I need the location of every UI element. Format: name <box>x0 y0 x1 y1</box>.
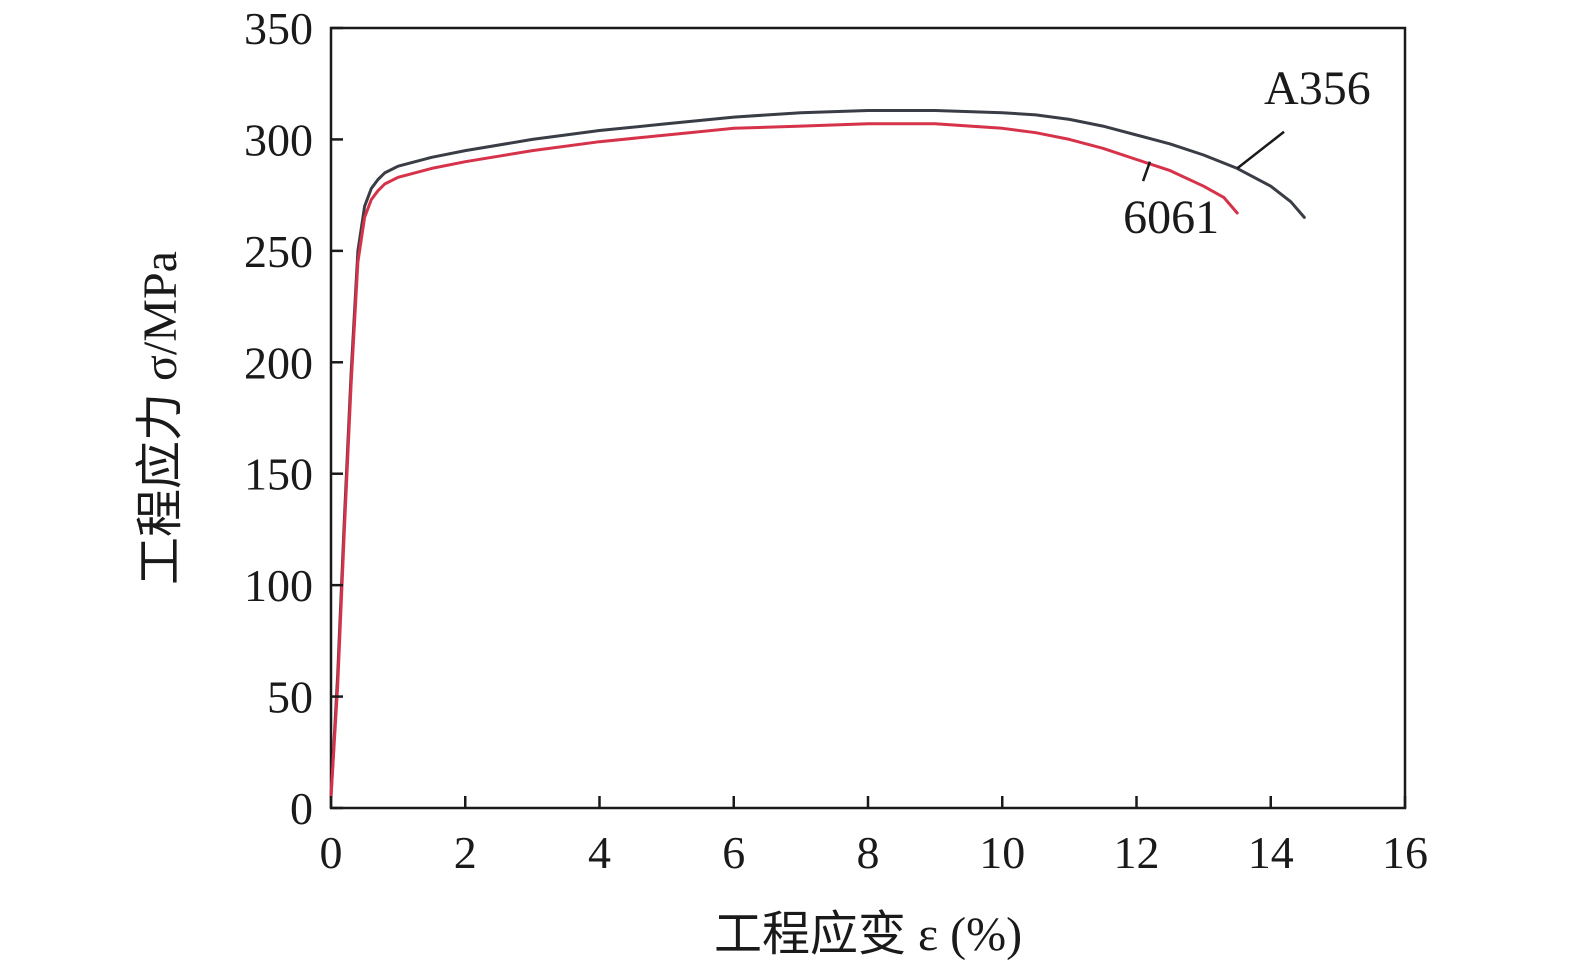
annotation-label: A356 <box>1264 62 1371 115</box>
series-line-6061 <box>329 122 1239 799</box>
x-tick-label: 8 <box>857 827 880 878</box>
annotation-label: 6061 <box>1123 191 1219 244</box>
x-tick-label: 6 <box>722 827 745 878</box>
x-tick-label: 10 <box>979 827 1025 878</box>
annotation-leader <box>1141 161 1152 182</box>
x-tick-label: 4 <box>588 827 611 878</box>
y-tick-label: 200 <box>244 337 313 388</box>
series-layer <box>329 109 1306 799</box>
tick-layer: 0 2 4 6 8 10 12 14 16 0 50 100 150 200 250 300 350 <box>244 3 1428 878</box>
x-tick-label: 12 <box>1114 827 1160 878</box>
y-tick-label: 250 <box>244 226 313 277</box>
y-tick-label: 100 <box>244 560 313 611</box>
annotation-leader <box>1236 130 1285 170</box>
y-tick-label: 150 <box>244 449 313 500</box>
x-tick-label: 0 <box>320 827 343 878</box>
x-tick-label: 16 <box>1382 827 1428 878</box>
y-tick-label: 50 <box>267 672 313 723</box>
series-line-a356 <box>329 109 1306 799</box>
y-tick-label: 300 <box>244 114 313 165</box>
y-tick-label: 0 <box>290 783 313 834</box>
y-tick-label: 350 <box>244 3 313 54</box>
y-axis-title: 工程应力 σ/MPa <box>134 251 187 585</box>
x-axis-title: 工程应变 ε (%) <box>714 908 1022 961</box>
x-tick-label: 14 <box>1248 827 1294 878</box>
x-tick-label: 2 <box>454 827 477 878</box>
annotation-layer: A356 6061 <box>1123 62 1371 244</box>
